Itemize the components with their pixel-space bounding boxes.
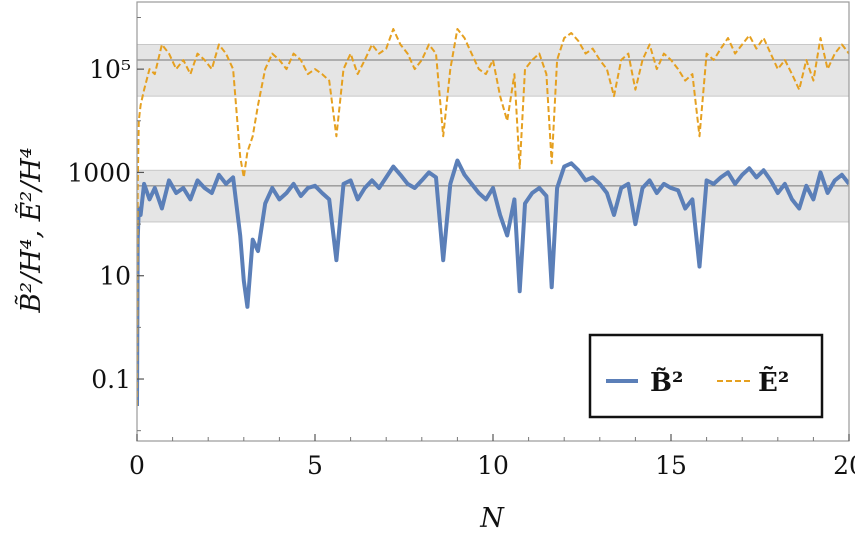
legend-label-b-field: B̃² (650, 367, 683, 398)
x-axis-title: N (479, 503, 505, 534)
x-tick-label: 10 (477, 451, 509, 480)
y-axis-title: B̃²/H⁴, Ẽ²/H⁴ (14, 147, 47, 313)
variance-band-1 (137, 43, 849, 97)
x-tick-label: 5 (307, 451, 323, 480)
y-axis: 0.1 10 1000 10⁵ (67, 16, 144, 432)
series-layer (137, 28, 849, 407)
legend-box (588, 333, 824, 419)
x-tick-label: 15 (655, 451, 687, 480)
x-axis: 0 5 10 15 20 (129, 434, 855, 480)
y-tick-label: 0.1 (91, 365, 131, 394)
series-line-1 (137, 28, 849, 407)
legend: B̃² Ẽ² (588, 333, 824, 419)
y-tick-label: 10⁵ (89, 55, 131, 84)
x-tick-label: 0 (129, 451, 145, 480)
y-tick-label: 1000 (67, 158, 131, 187)
y-tick-label: 10 (99, 262, 131, 291)
legend-label-e-field: Ẽ² (758, 366, 789, 398)
series-line-0 (137, 158, 849, 407)
x-tick-label: 20 (833, 451, 855, 480)
